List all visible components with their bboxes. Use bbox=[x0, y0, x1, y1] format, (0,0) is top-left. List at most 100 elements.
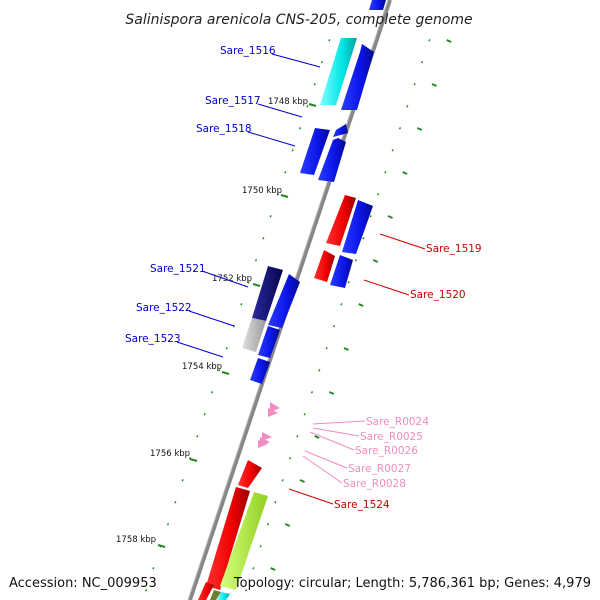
kbp-tick-label: 1750 kbp bbox=[242, 186, 282, 196]
gene-label: Sare_1517 bbox=[205, 95, 261, 107]
gc-tick bbox=[303, 413, 306, 416]
gc-tick bbox=[270, 567, 276, 571]
gc-tick bbox=[284, 171, 287, 174]
gene-label: Sare_R0028 bbox=[343, 478, 406, 490]
gene-label: Sare_1519 bbox=[426, 243, 482, 255]
gene-label: Sare_1523 bbox=[125, 333, 181, 345]
gc-tick bbox=[428, 39, 431, 42]
gc-tick bbox=[318, 369, 321, 372]
gc-tick bbox=[281, 479, 284, 482]
gene-arrow-sare-1520 bbox=[314, 250, 335, 282]
gene-arrow bbox=[258, 326, 280, 358]
gc-tick bbox=[325, 347, 328, 350]
gc-tick bbox=[181, 479, 184, 482]
gene-arrow bbox=[318, 138, 346, 182]
gc-tick bbox=[288, 457, 292, 460]
gc-tick bbox=[298, 127, 302, 130]
gc-tick bbox=[166, 523, 170, 526]
gc-tick bbox=[343, 347, 349, 351]
gene-arrow bbox=[369, 0, 386, 10]
gc-tick bbox=[196, 435, 199, 438]
gc-tick bbox=[406, 105, 409, 108]
gene-arrow bbox=[342, 200, 373, 254]
gc-tick bbox=[332, 325, 336, 328]
gene-arrow-sare-1524 bbox=[238, 460, 262, 488]
gene-labels: Sare_1516 Sare_1517 Sare_1518 Sare_1519 … bbox=[125, 45, 482, 511]
gc-tick bbox=[384, 171, 387, 174]
gene-label: Sare_1520 bbox=[410, 289, 466, 301]
gene-leader-lines bbox=[176, 53, 426, 505]
gc-tick bbox=[369, 215, 372, 218]
gc-tick bbox=[274, 501, 277, 504]
gc-tick bbox=[313, 83, 316, 86]
gene-arrow-sare-1518 bbox=[300, 128, 330, 175]
kbp-tick-label: 1748 kbp bbox=[268, 97, 308, 107]
gene-arrow bbox=[341, 44, 374, 110]
gene-arrow-sare-1521 bbox=[252, 266, 283, 321]
kbp-tick-label: 1754 kbp bbox=[182, 362, 222, 372]
gc-tick bbox=[266, 523, 270, 526]
gc-tick bbox=[358, 303, 364, 307]
gc-tick bbox=[446, 39, 452, 43]
gene-label: Sare_R0024 bbox=[366, 416, 429, 428]
gene-arrow-sare-r0025 bbox=[268, 408, 278, 417]
gene-arrow-sare-1519 bbox=[326, 195, 356, 246]
gc-tick bbox=[203, 413, 206, 416]
gc-tick bbox=[398, 127, 402, 130]
gene-arrow bbox=[330, 255, 353, 288]
gc-tick bbox=[362, 237, 365, 240]
gc-content-track bbox=[144, 39, 452, 592]
gc-tick bbox=[284, 523, 291, 527]
gene-arrow bbox=[210, 590, 221, 600]
kbp-scale: 1748 kbp 1750 kbp 1752 kbp 1754 kbp 1756… bbox=[116, 97, 317, 548]
gc-tick bbox=[372, 259, 379, 263]
gc-tick bbox=[391, 149, 394, 152]
gc-tick bbox=[306, 105, 309, 108]
gc-tick bbox=[328, 391, 335, 395]
kbp-tick-label: 1758 kbp bbox=[116, 535, 156, 545]
gc-tick bbox=[262, 237, 265, 240]
gc-tick bbox=[210, 391, 214, 394]
gc-tick bbox=[218, 369, 221, 372]
gc-tick bbox=[269, 215, 272, 218]
gc-tick bbox=[354, 259, 358, 262]
gc-tick bbox=[254, 259, 258, 262]
gene-label: Sare_R0025 bbox=[360, 431, 423, 443]
gc-tick bbox=[291, 149, 294, 152]
gene-arrow-sare-1522 bbox=[242, 318, 266, 352]
gene-label: Sare_1518 bbox=[196, 123, 252, 135]
gene-arrow-sare-r0026 bbox=[262, 432, 272, 441]
gc-tick bbox=[340, 303, 343, 306]
gene-arrow-sare-r0024 bbox=[270, 402, 280, 412]
gene-label: Sare_1522 bbox=[136, 302, 192, 314]
gc-tick bbox=[328, 39, 331, 42]
accession-label: Accession: NC_009953 bbox=[9, 576, 157, 591]
gc-tick bbox=[310, 391, 314, 394]
gene-arrow bbox=[268, 274, 300, 328]
gene-label: Sare_1516 bbox=[220, 45, 276, 57]
gene-arrow bbox=[198, 582, 214, 600]
gc-tick bbox=[152, 567, 155, 570]
gc-tick bbox=[225, 347, 228, 350]
gc-tick bbox=[296, 435, 299, 438]
gene-label: Sare_1521 bbox=[150, 263, 206, 275]
gc-tick bbox=[244, 589, 248, 592]
gc-tick bbox=[252, 567, 255, 570]
gene-arrow-sare-1523 bbox=[250, 358, 270, 384]
gc-tick bbox=[320, 61, 324, 64]
gc-tick bbox=[420, 61, 424, 64]
gene-label: Sare_1524 bbox=[334, 499, 390, 511]
gc-tick bbox=[402, 171, 408, 175]
gene-label: Sare_R0026 bbox=[355, 445, 418, 457]
topology-label: Topology: circular; Length: 5,786,361 bp… bbox=[233, 576, 591, 591]
gc-tick bbox=[240, 303, 243, 306]
gene-arrow-sare-r0028 bbox=[258, 440, 268, 448]
gc-tick bbox=[347, 281, 350, 284]
gene-arrow bbox=[217, 592, 230, 600]
gc-tick bbox=[387, 215, 393, 219]
kbp-tick-label: 1752 kbp bbox=[212, 274, 252, 284]
gc-tick bbox=[431, 83, 437, 87]
gc-tick bbox=[376, 193, 380, 196]
gc-tick bbox=[144, 589, 148, 592]
gene-arrow bbox=[206, 487, 250, 590]
